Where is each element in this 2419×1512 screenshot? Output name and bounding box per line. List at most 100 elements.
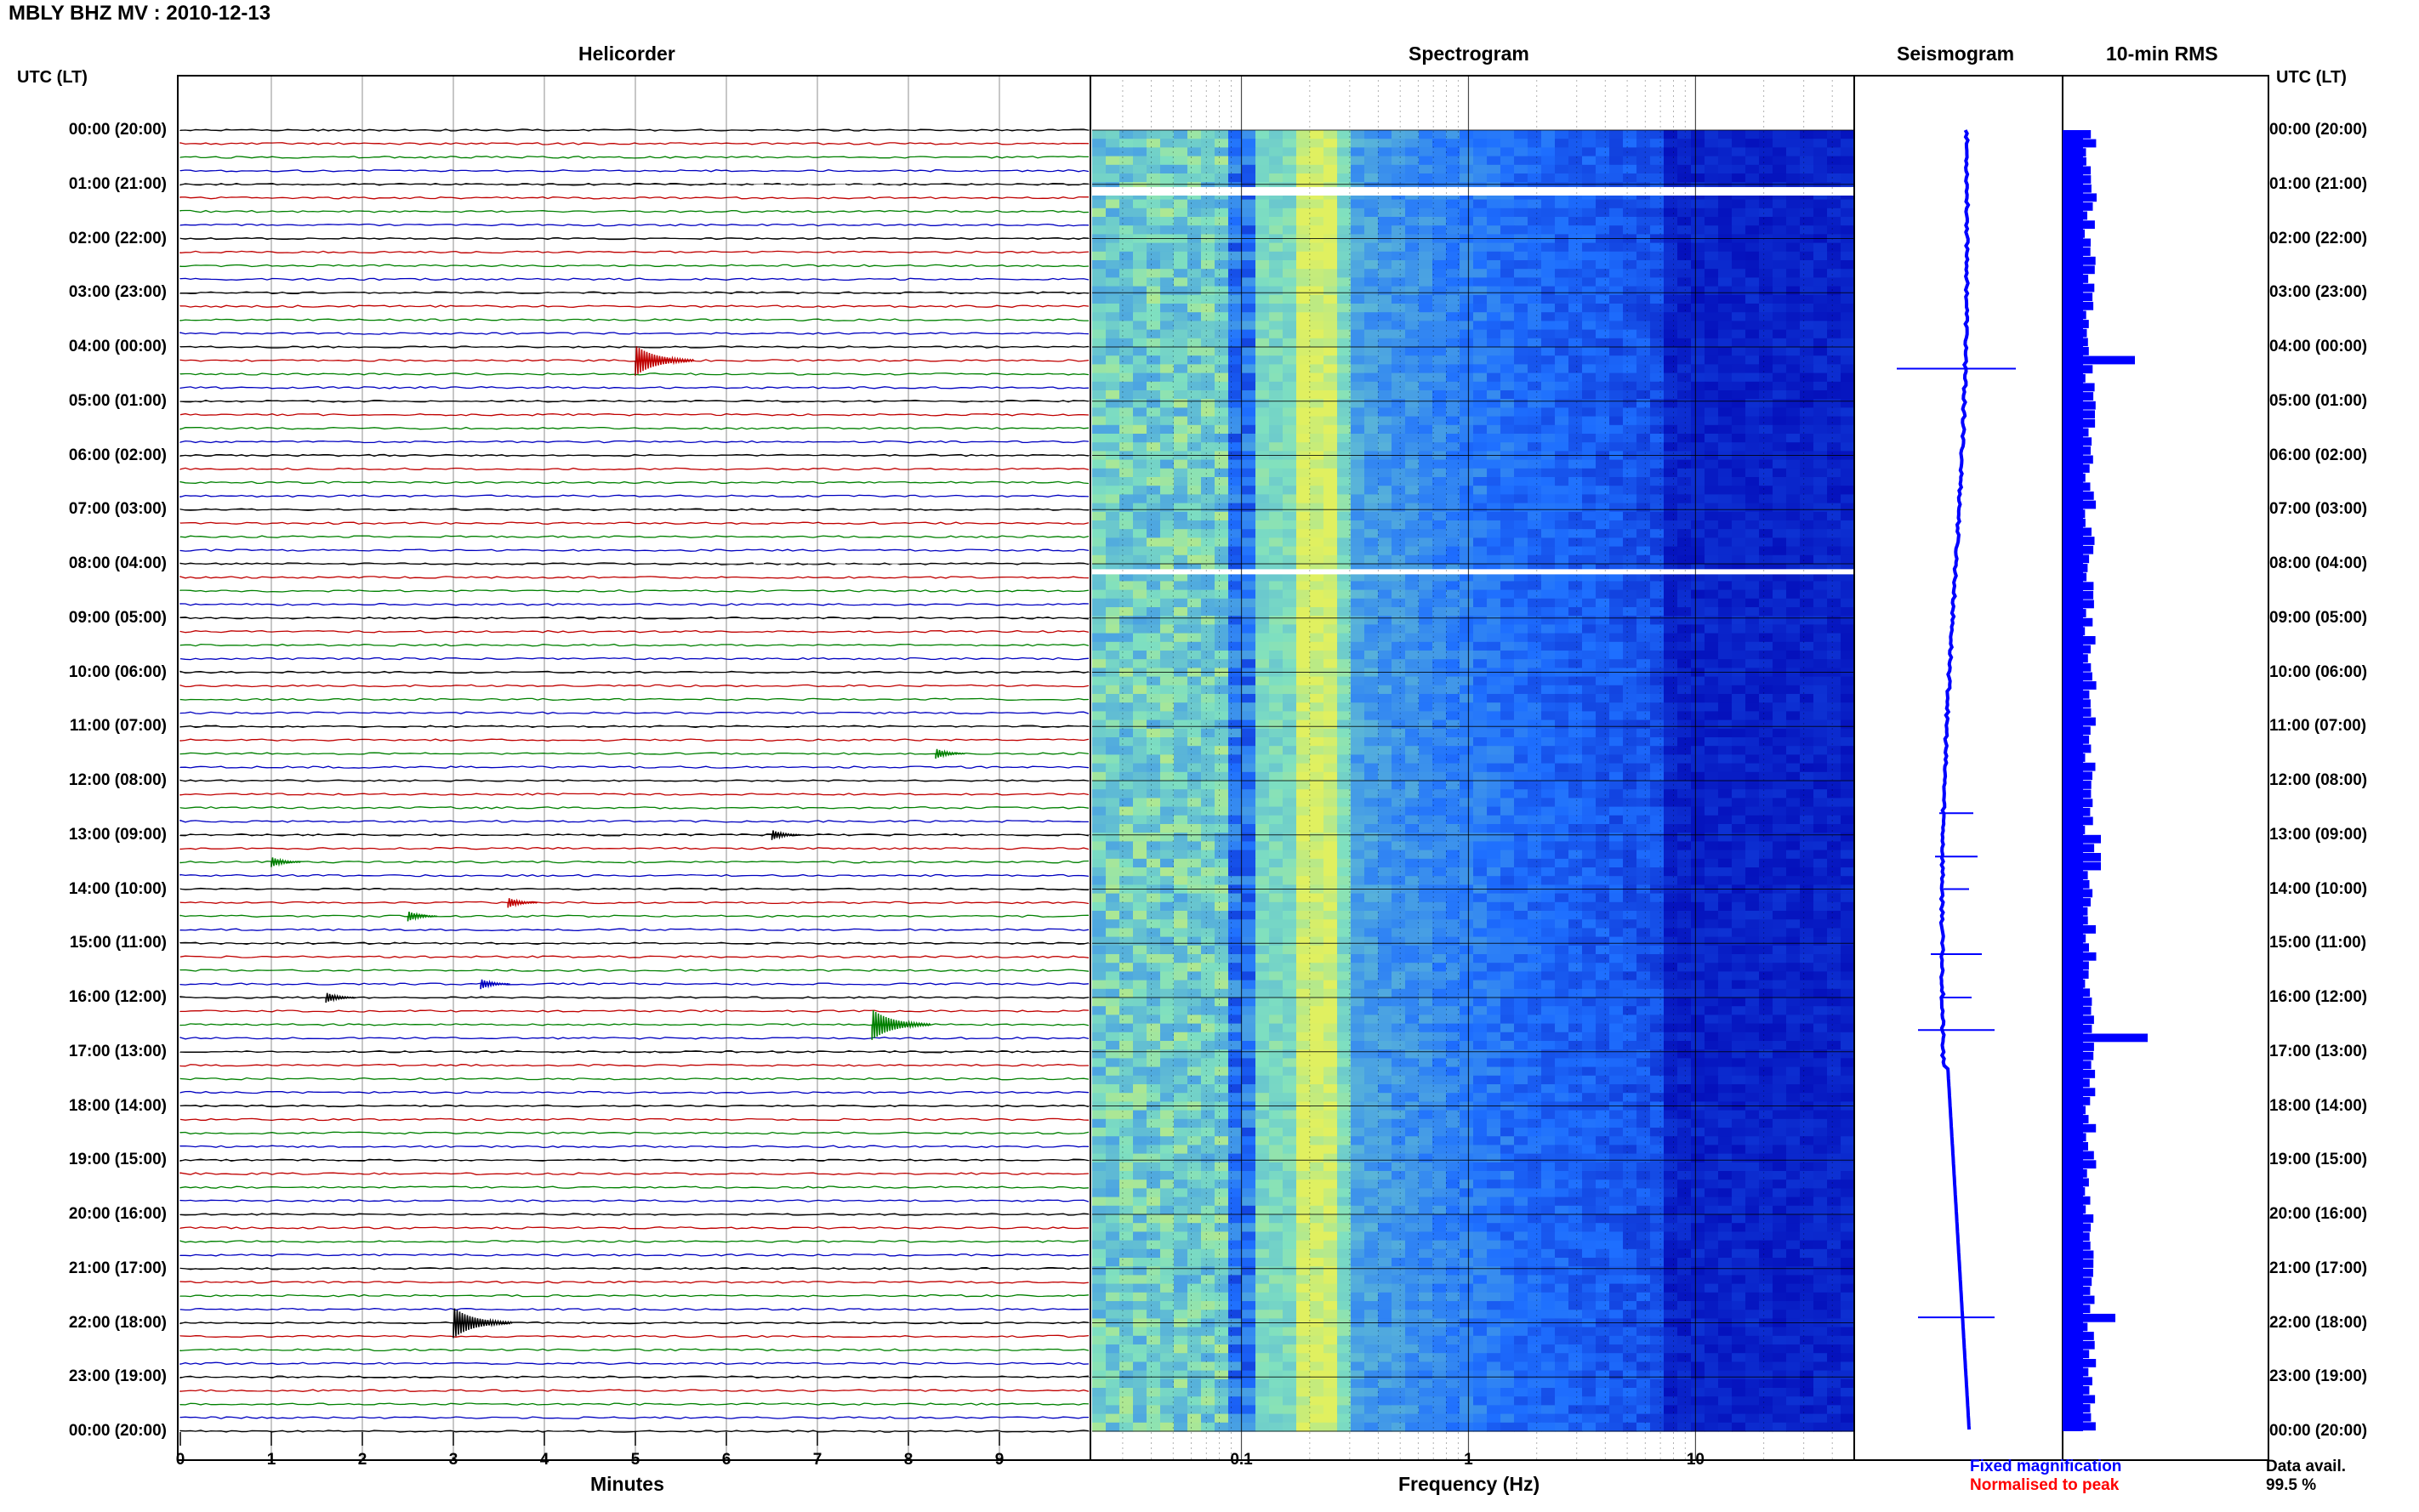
time-label-left: 03:00 (23:00) (68, 283, 167, 302)
time-label-left: 07:00 (03:00) (68, 500, 167, 519)
time-label-right: 11:00 (07:00) (2269, 717, 2367, 736)
rms-bar (2063, 1422, 2096, 1431)
data-avail-label: Data avail. (2266, 1458, 2346, 1475)
time-label-left: 00:00 (20:00) (68, 121, 167, 139)
rms-bar (2063, 130, 2092, 139)
time-label-right: 04:00 (00:00) (2269, 338, 2368, 355)
seismic-event (407, 911, 438, 922)
rms-bar (2063, 1214, 2094, 1223)
data-avail-value: 99.5 % (2266, 1476, 2317, 1494)
time-label-right: 19:00 (15:00) (2269, 1151, 2368, 1169)
helicorder-tick-label: 8 (903, 1451, 914, 1469)
rms-bar (2063, 211, 2087, 220)
rms-bar (2063, 293, 2093, 302)
rms-bar (2063, 166, 2092, 175)
rms-bar (2063, 1313, 2115, 1322)
helicorder-tick-label: 0 (175, 1451, 185, 1469)
rms-bar (2063, 464, 2090, 473)
rms-bar (2063, 717, 2096, 726)
rms-bar (2063, 365, 2093, 374)
rms-bar (2063, 509, 2086, 519)
rms-bar (2063, 275, 2089, 283)
page-title: MBLY BHZ MV : 2010-12-13 (9, 2, 271, 25)
rms-bar (2063, 392, 2094, 401)
rms-bar (2063, 446, 2091, 455)
time-label-right: 14:00 (10:00) (2269, 879, 2368, 898)
rms-bar (2063, 1413, 2092, 1422)
time-label-left: 12:00 (08:00) (68, 771, 167, 789)
rms-bar (2063, 898, 2091, 907)
time-label-right: 23:00 (19:00) (2269, 1367, 2368, 1386)
rms-bar (2063, 301, 2094, 310)
rms-bar (2063, 636, 2096, 645)
spectrogram-tick-label: 0.1 (1230, 1451, 1253, 1469)
time-label-right: 18:00 (14:00) (2269, 1096, 2368, 1115)
rms-bar (2063, 1123, 2097, 1133)
rms-bar (2063, 871, 2088, 880)
rms-bar (2063, 771, 2092, 781)
time-label-left: 23:00 (19:00) (68, 1367, 167, 1386)
rms-bar (2063, 500, 2097, 509)
seismic-event (871, 1009, 931, 1040)
rms-bar (2063, 537, 2095, 545)
rms-bar (2063, 1115, 2089, 1123)
rms-bar (2063, 1024, 2092, 1033)
rms-bar (2063, 844, 2095, 853)
rms-bar (2063, 672, 2092, 681)
rms-bar (2063, 419, 2096, 428)
left-axis-header: UTC (LT) (17, 68, 88, 87)
time-label-right: 12:00 (08:00) (2269, 771, 2368, 789)
time-label-left: 16:00 (12:00) (68, 988, 167, 1006)
rms-bar (2063, 907, 2088, 916)
rms-bar (2063, 807, 2091, 816)
rms-bar (2063, 925, 2096, 934)
time-label-left: 00:00 (20:00) (68, 1422, 167, 1440)
time-label-left: 17:00 (13:00) (68, 1042, 167, 1060)
rms-bar (2063, 545, 2094, 554)
rms-bar (2063, 889, 2093, 898)
helicorder-tick-label: 9 (994, 1451, 1005, 1469)
rms-bar (2063, 1051, 2094, 1060)
rms-bar (2063, 627, 2086, 636)
seismic-event (507, 898, 538, 908)
seismic-event (480, 979, 510, 990)
time-label-right: 05:00 (01:00) (2269, 391, 2368, 410)
rms-bar (2063, 816, 2093, 826)
rms-bar (2063, 320, 2089, 328)
rms-bar (2063, 193, 2097, 202)
time-label-left: 14:00 (10:00) (68, 879, 167, 898)
rms-bar (2063, 952, 2097, 961)
rms-bar (2063, 492, 2094, 500)
rms-bar (2063, 1404, 2091, 1413)
seismic-event (270, 857, 301, 867)
time-label-right: 09:00 (05:00) (2269, 608, 2368, 627)
rms-bar (2063, 1287, 2091, 1295)
time-label-right: 21:00 (17:00) (2269, 1259, 2368, 1277)
time-label-right: 10:00 (06:00) (2269, 662, 2368, 681)
rms-bar (2063, 582, 2094, 591)
rms-bar (2063, 753, 2086, 762)
helicorder-tick-label: 1 (266, 1451, 276, 1469)
time-label-right: 22:00 (18:00) (2269, 1313, 2368, 1332)
helicorder-x-label: Minutes (590, 1473, 664, 1495)
rms-bar (2063, 943, 2089, 952)
time-label-right: 13:00 (09:00) (2269, 825, 2368, 844)
spectrogram-tick-label: 1 (1464, 1451, 1473, 1469)
time-label-right: 06:00 (02:00) (2269, 446, 2368, 464)
time-label-left: 22:00 (18:00) (68, 1313, 167, 1332)
seismogram-trace (1897, 129, 2016, 1430)
rms-bar (2063, 256, 2096, 265)
rms-bar (2063, 609, 2086, 617)
rms-bar (2063, 1322, 2088, 1332)
time-label-left: 10:00 (06:00) (68, 662, 167, 681)
helicorder-tick-label: 6 (721, 1451, 731, 1469)
rms-bar (2063, 961, 2089, 970)
time-label-left: 19:00 (15:00) (68, 1151, 167, 1169)
rms-bar (2063, 1295, 2095, 1305)
spectrogram-tick-label: 10 (1686, 1451, 1705, 1469)
rms-bar (2063, 1359, 2097, 1367)
time-label-left: 15:00 (11:00) (69, 934, 167, 952)
rms-bar (2063, 834, 2101, 844)
helicorder-tick-label: 4 (539, 1451, 549, 1469)
